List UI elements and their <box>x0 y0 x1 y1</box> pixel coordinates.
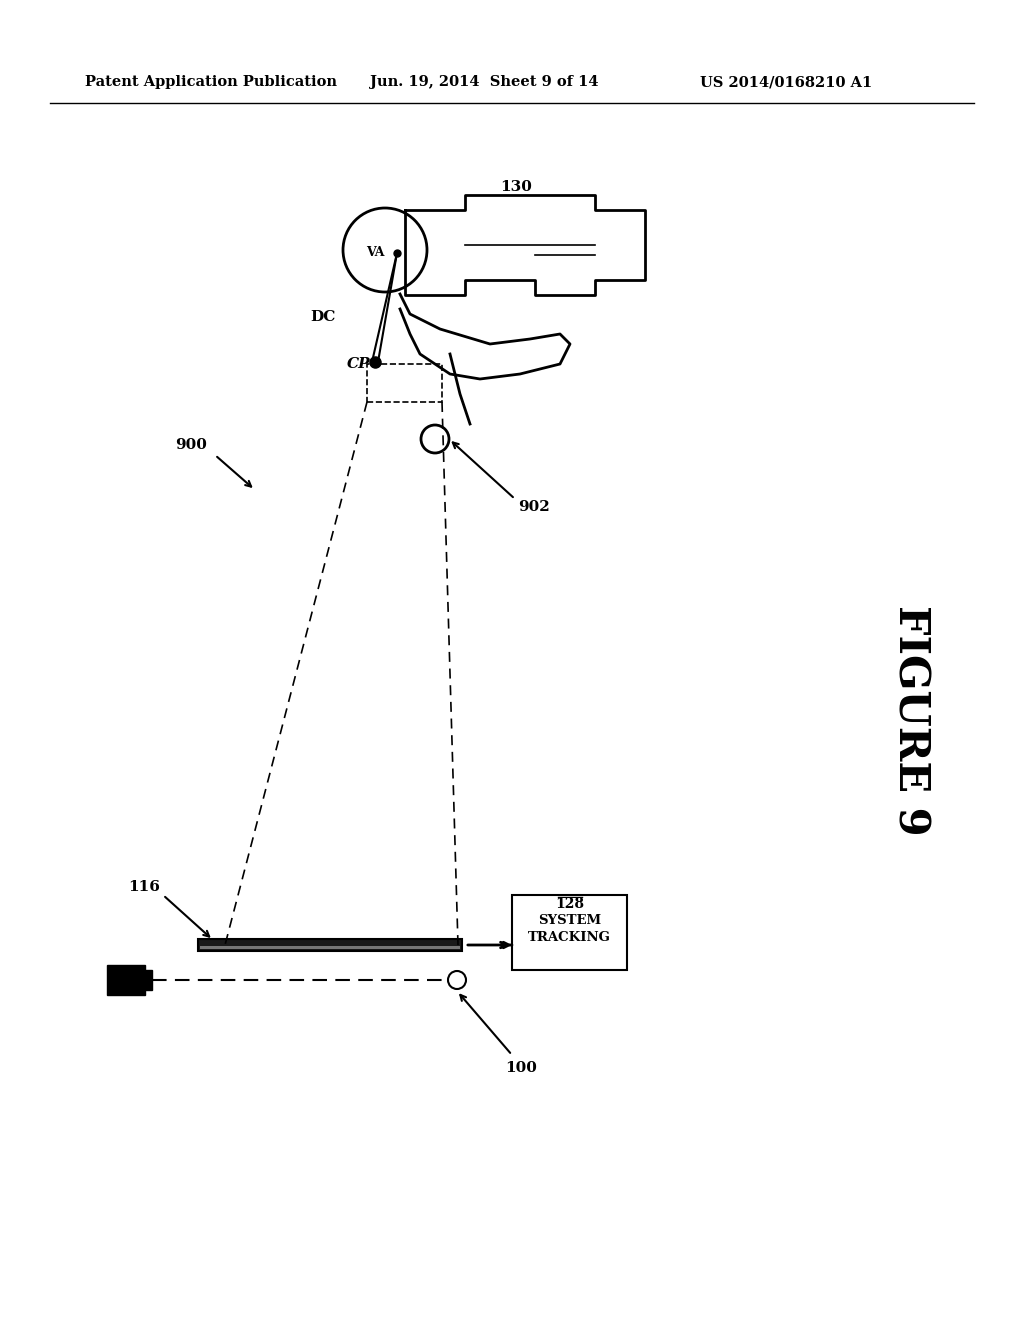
Text: Jun. 19, 2014  Sheet 9 of 14: Jun. 19, 2014 Sheet 9 of 14 <box>370 75 598 88</box>
Text: US 2014/0168210 A1: US 2014/0168210 A1 <box>700 75 872 88</box>
Text: TRACKING: TRACKING <box>528 931 611 944</box>
Text: VA: VA <box>366 247 384 260</box>
Bar <box>145 970 152 990</box>
Text: FIGURE 9: FIGURE 9 <box>889 605 931 836</box>
Bar <box>106 965 145 995</box>
Text: DC: DC <box>310 310 336 323</box>
Bar <box>198 939 462 950</box>
Text: 128: 128 <box>555 898 584 912</box>
Text: 100: 100 <box>505 1061 537 1074</box>
Bar <box>200 946 460 949</box>
Bar <box>512 895 627 970</box>
Text: 130: 130 <box>500 180 531 194</box>
Text: 900: 900 <box>175 438 207 451</box>
Bar <box>367 364 442 403</box>
Text: Patent Application Publication: Patent Application Publication <box>85 75 337 88</box>
Text: 902: 902 <box>518 500 550 513</box>
Text: CP: CP <box>347 356 371 371</box>
Text: SYSTEM: SYSTEM <box>538 913 601 927</box>
Text: 116: 116 <box>128 880 160 894</box>
